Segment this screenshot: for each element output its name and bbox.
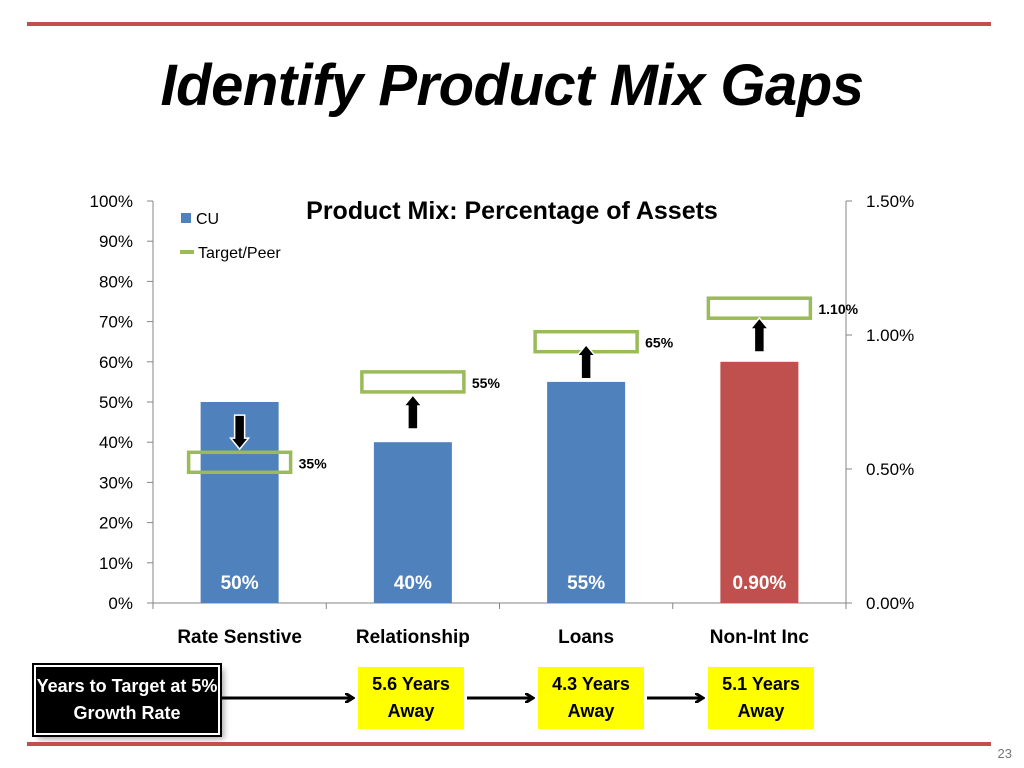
left-axis-tick-label: 100%: [90, 192, 133, 211]
target-label: 35%: [299, 455, 328, 471]
right-axis-tick-label: 0.00%: [866, 594, 914, 613]
target-marker: [360, 370, 466, 394]
legend-cu-label: CU: [196, 211, 219, 228]
category-label: Rate Senstive: [177, 627, 302, 648]
top-accent-rule: [27, 22, 991, 26]
left-axis-tick-label: 40%: [99, 433, 133, 452]
timeline-step-relationship: 5.6 Years Away: [358, 667, 464, 729]
target-label: 55%: [472, 375, 501, 391]
cu-bar-label: 55%: [567, 573, 605, 594]
gap-arrow-down: [229, 414, 251, 451]
slide-number: 23: [997, 746, 1012, 761]
years-to-target-label: Years to Target at 5% Growth Rate: [34, 665, 220, 735]
product-mix-chart: 0% 10% 20% 30% 40% 50% 60% 70% 80% 90% 100% 0.00% 0.…: [90, 192, 915, 648]
gap-arrow-up: [402, 393, 424, 430]
legend-target-label: Target/Peer: [198, 245, 281, 262]
cu-bar: [547, 381, 626, 603]
cu-bar-label: 40%: [394, 573, 432, 594]
right-axis-tick-label: 1.00%: [866, 326, 914, 345]
right-axis-tick-label: 0.50%: [866, 460, 914, 479]
category-label: Non-Int Inc: [710, 627, 810, 648]
timeline-step-loans: 4.3 Years Away: [538, 667, 644, 729]
right-axis-tick-label: 1.50%: [866, 192, 914, 211]
target-marker: [706, 296, 813, 320]
category-label: Loans: [558, 627, 614, 648]
left-axis-tick-label: 20%: [99, 514, 133, 533]
cu-bar: [720, 361, 799, 603]
target-marker: [186, 450, 293, 475]
cu-bar: [373, 442, 452, 603]
bottom-accent-rule: [27, 742, 991, 746]
chart-title: Product Mix: Percentage of Assets: [306, 197, 718, 225]
left-axis-tick-label: 30%: [99, 473, 133, 492]
legend-cu-swatch: [181, 213, 191, 223]
gap-arrow-up: [575, 343, 597, 380]
left-axis-tick-label: 50%: [99, 393, 133, 412]
left-axis-tick-label: 80%: [99, 272, 133, 291]
category-label: Relationship: [356, 627, 470, 648]
left-axis-tick-label: 10%: [99, 554, 133, 573]
target-label: 65%: [645, 335, 674, 351]
cu-bar-label: 0.90%: [732, 573, 786, 594]
left-axis-tick-label: 90%: [99, 232, 133, 251]
left-axis-tick-label: 70%: [99, 313, 133, 332]
slide-title: Identify Product Mix Gaps: [160, 53, 864, 118]
gap-arrow-up: [748, 316, 770, 353]
cu-bar-label: 50%: [221, 573, 259, 594]
left-axis-tick-label: 60%: [99, 353, 133, 372]
target-label: 1.10%: [818, 301, 858, 317]
timeline-step-non-int-inc: 5.1 Years Away: [708, 667, 814, 729]
left-axis-tick-label: 0%: [108, 594, 133, 613]
